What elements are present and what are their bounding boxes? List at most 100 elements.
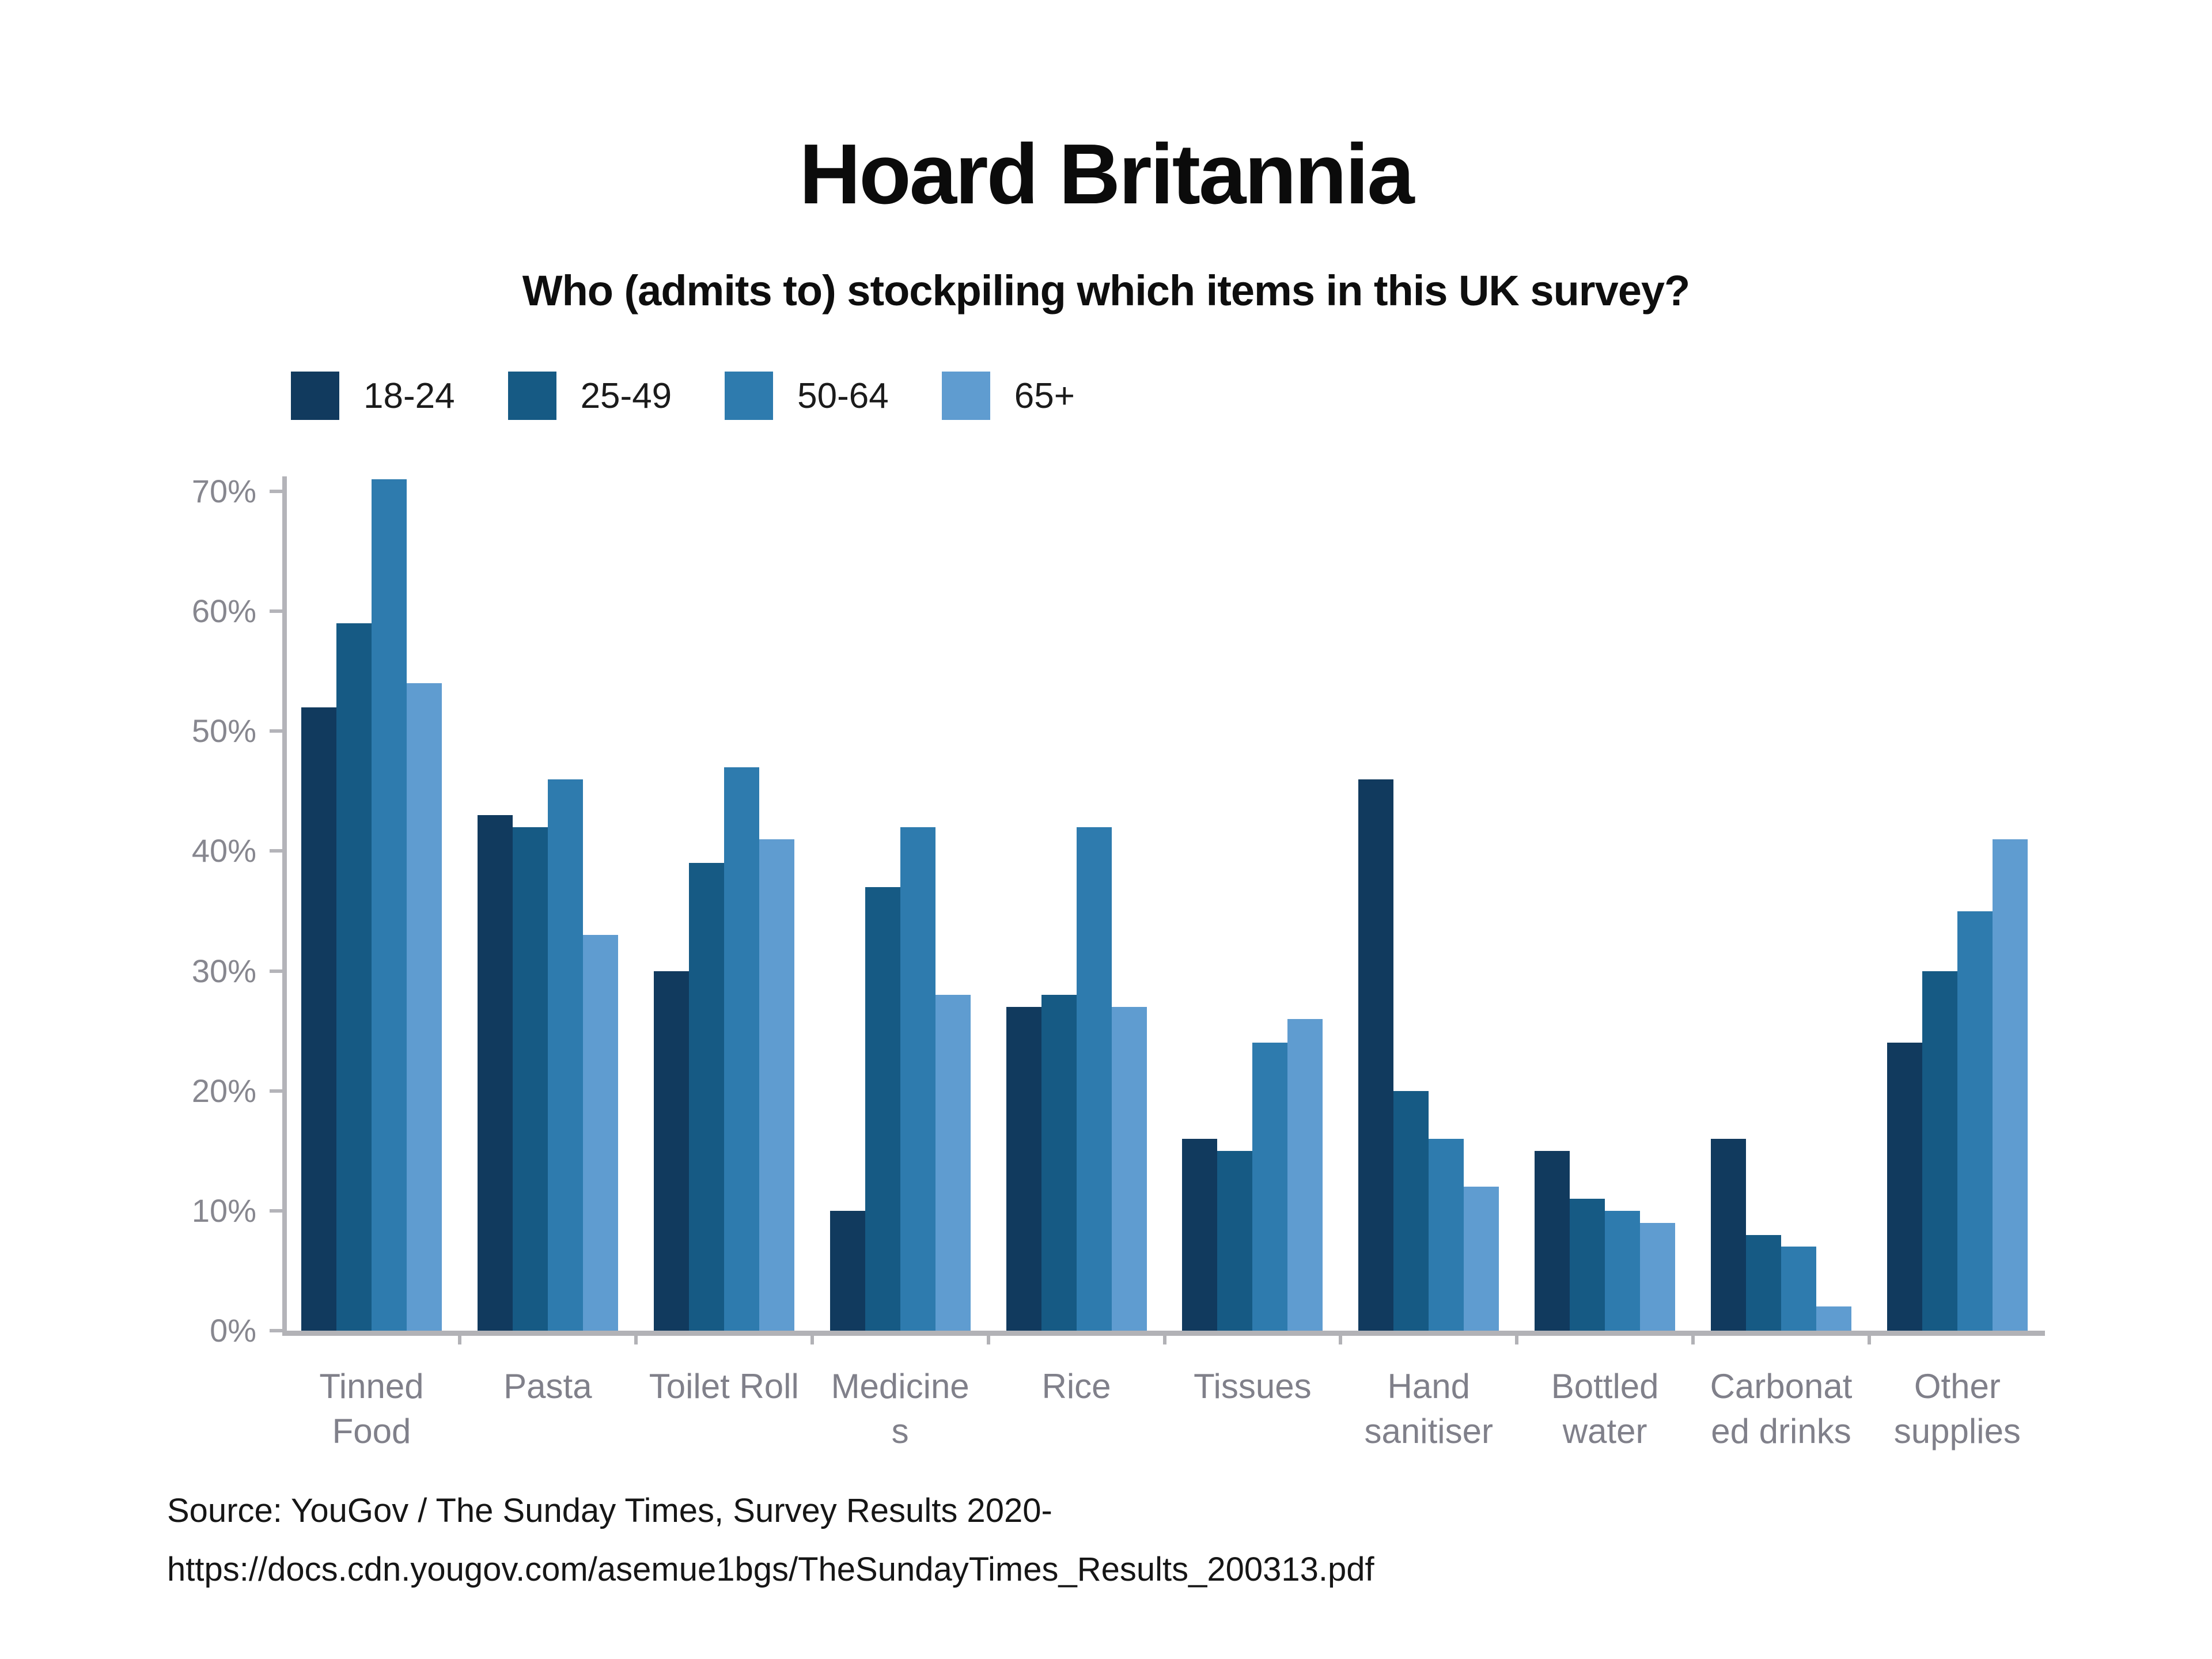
category-label-line: water <box>1562 1412 1647 1450</box>
bar-group-tinned-food <box>301 479 442 1331</box>
y-tick-50 <box>270 729 282 733</box>
bar-tinned-food-50-64 <box>372 479 407 1331</box>
y-tick-label-10: 10% <box>191 1192 256 1229</box>
y-tick-10 <box>270 1209 282 1213</box>
legend-label-18-24: 18-24 <box>363 376 455 416</box>
y-tick-20 <box>270 1089 282 1093</box>
bar-tissues-25-49 <box>1217 1150 1253 1331</box>
legend-label-50-64: 50-64 <box>797 376 889 416</box>
bar-bottled-water-50-64 <box>1605 1210 1641 1331</box>
bar-toilet-roll-18-24 <box>653 971 689 1331</box>
category-separator-tick <box>1339 1331 1342 1344</box>
legend-swatch-18-24 <box>291 372 339 420</box>
y-tick-70 <box>270 490 282 493</box>
y-axis-line <box>282 476 287 1331</box>
y-tick-30 <box>270 969 282 973</box>
legend-item-65: 65+ <box>941 372 1075 420</box>
bar-medicines-50-64 <box>900 827 935 1331</box>
bar-group-bottled-water <box>1535 491 1676 1331</box>
bars-row <box>301 479 2028 1331</box>
legend-swatch-65 <box>941 372 990 420</box>
bar-tissues-50-64 <box>1252 1043 1288 1331</box>
category-label-pasta: Pasta <box>478 1364 618 1454</box>
bar-group-toilet-roll <box>653 491 794 1331</box>
category-separator-tick <box>987 1331 990 1344</box>
category-label-bottled-water: Bottled water <box>1535 1364 1675 1454</box>
bar-bottled-water-18-24 <box>1535 1150 1570 1331</box>
category-separator-tick <box>1691 1331 1695 1344</box>
legend-item-25-49: 25-49 <box>507 372 672 420</box>
bar-tinned-food-65 <box>407 683 442 1331</box>
category-label-hand-sanitiser: Hand sanitiser <box>1358 1364 1499 1454</box>
bar-hand-sanitiser-65 <box>1464 1187 1499 1331</box>
category-separator-tick <box>458 1331 461 1344</box>
bar-hand-sanitiser-18-24 <box>1358 779 1394 1331</box>
bar-bottled-water-25-49 <box>1570 1199 1605 1331</box>
chart-title: Hoard Britannia <box>799 127 1414 222</box>
category-separator-tick <box>810 1331 814 1344</box>
source-line-2: https://docs.cdn.yougov.com/asemue1bgs/T… <box>167 1551 1374 1588</box>
bar-other-supplies-25-49 <box>1922 971 1957 1331</box>
category-separator-tick <box>1868 1331 1871 1344</box>
bar-tissues-65 <box>1287 1018 1323 1331</box>
legend: 18-24 25-49 50-64 65+ <box>291 372 1075 420</box>
bar-tinned-food-25-49 <box>336 623 372 1331</box>
category-labels-row: Tinned Food Pasta Toilet Roll Medicine s Rice T… <box>301 1364 2028 1454</box>
source-note: Source: YouGov / The Sunday Times, Surve… <box>167 1482 1374 1599</box>
bar-medicines-65 <box>935 995 971 1331</box>
bar-medicines-25-49 <box>865 887 900 1331</box>
bar-other-supplies-65 <box>1992 839 2028 1331</box>
chart-subtitle: Who (admits to) stockpiling which items … <box>522 267 1691 315</box>
category-label-line: Food <box>332 1412 411 1450</box>
bar-carbonated-drinks-25-49 <box>1746 1234 1781 1331</box>
category-label-line: Carbonat <box>1710 1367 1853 1406</box>
bar-tissues-18-24 <box>1182 1138 1218 1331</box>
bar-group-pasta <box>477 491 618 1331</box>
bar-bottled-water-65 <box>1640 1222 1676 1331</box>
y-tick-0 <box>270 1329 282 1332</box>
plot-area: 0% 10% 20% 30% 40% 50% 60% 70% <box>192 473 2045 1349</box>
y-tick-label-40: 40% <box>191 832 256 869</box>
bar-rice-65 <box>1111 1007 1147 1331</box>
category-label-medicines: Medicine s <box>830 1364 971 1454</box>
category-separator-tick <box>1515 1331 1518 1344</box>
y-tick-60 <box>270 609 282 613</box>
source-line-1: Source: YouGov / The Sunday Times, Surve… <box>167 1492 1052 1529</box>
y-tick-label-0: 0% <box>210 1312 256 1349</box>
bar-group-medicines <box>830 491 971 1331</box>
category-label-line: Tissues <box>1194 1367 1312 1406</box>
bar-rice-18-24 <box>1006 1007 1041 1331</box>
category-label-tissues: Tissues <box>1182 1364 1323 1454</box>
y-tick-label-20: 20% <box>191 1072 256 1109</box>
category-label-tinned-food: Tinned Food <box>301 1364 442 1454</box>
bar-rice-25-49 <box>1041 995 1077 1331</box>
category-separator-tick <box>634 1331 638 1344</box>
category-label-other-supplies: Other supplies <box>1887 1364 2028 1454</box>
legend-swatch-25-49 <box>507 372 556 420</box>
legend-label-65: 65+ <box>1014 376 1075 416</box>
bar-rice-50-64 <box>1076 827 1112 1331</box>
category-label-line: Rice <box>1041 1367 1111 1406</box>
category-label-line: Other <box>1914 1367 2001 1406</box>
bar-pasta-25-49 <box>512 827 548 1331</box>
category-label-line: Tinned <box>319 1367 424 1406</box>
bar-hand-sanitiser-50-64 <box>1429 1138 1464 1331</box>
bar-tinned-food-18-24 <box>301 707 336 1331</box>
bar-toilet-roll-25-49 <box>688 863 724 1331</box>
bar-pasta-18-24 <box>477 815 513 1331</box>
bar-toilet-roll-50-64 <box>724 767 759 1331</box>
bar-other-supplies-50-64 <box>1957 911 1993 1331</box>
bar-carbonated-drinks-18-24 <box>1711 1138 1746 1331</box>
category-separator-tick <box>1162 1331 1166 1344</box>
y-tick-label-50: 50% <box>191 713 256 749</box>
bar-pasta-50-64 <box>547 779 583 1331</box>
bar-group-other-supplies <box>1887 491 2028 1331</box>
legend-item-50-64: 50-64 <box>725 372 889 420</box>
category-label-rice: Rice <box>1006 1364 1147 1454</box>
legend-item-18-24: 18-24 <box>291 372 455 420</box>
category-label-line: supplies <box>1893 1412 2021 1450</box>
bar-group-carbonated-drinks <box>1711 491 1851 1331</box>
category-label-line: Pasta <box>503 1367 592 1406</box>
y-tick-label-70: 70% <box>191 473 256 509</box>
